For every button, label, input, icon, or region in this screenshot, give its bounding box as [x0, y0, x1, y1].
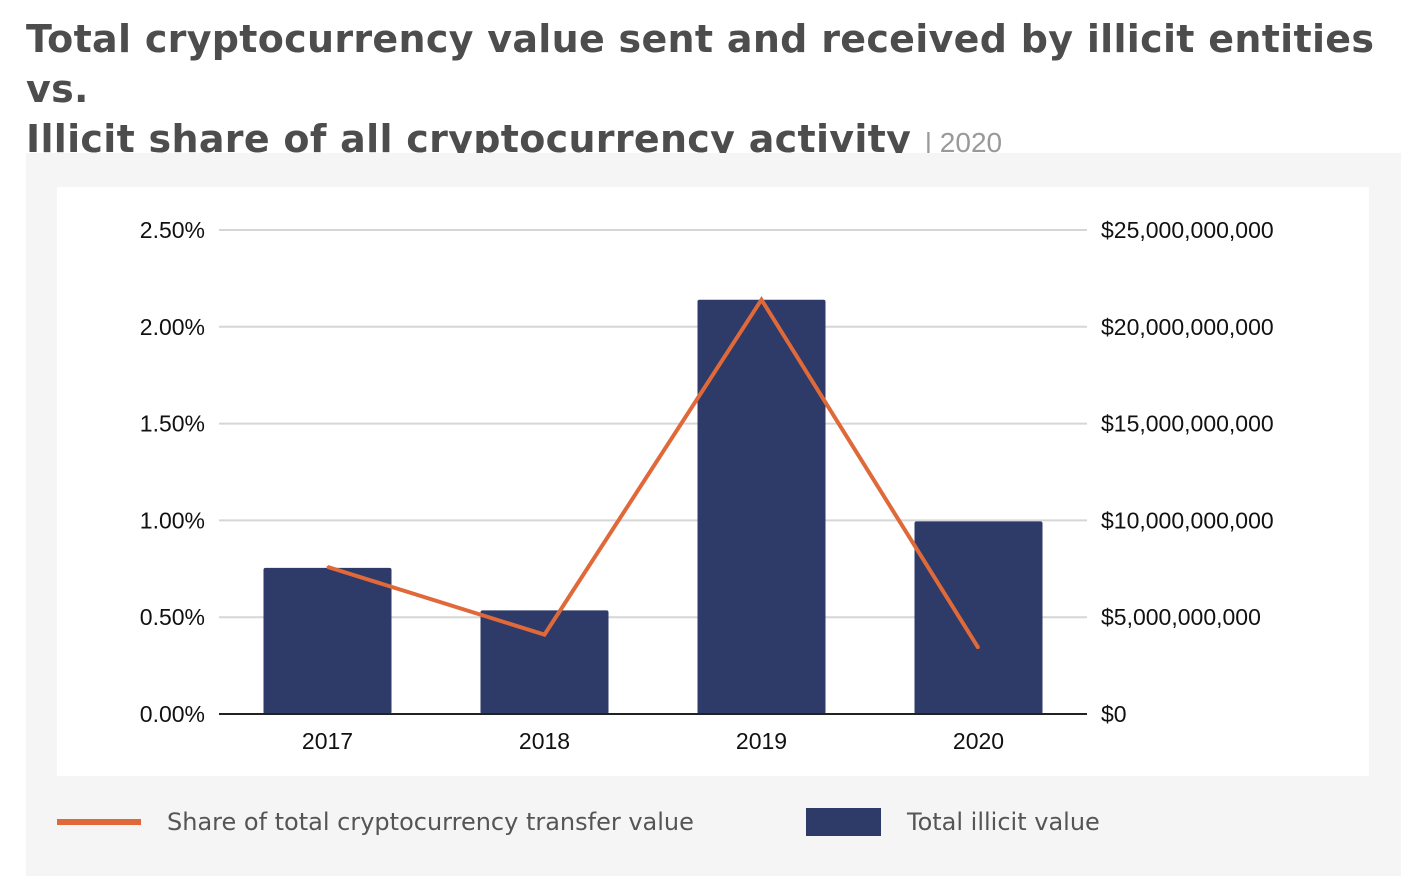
y-left-tick-label: 0.00% — [140, 701, 205, 727]
bar-2018 — [480, 610, 609, 714]
x-tick-label: 2017 — [302, 728, 353, 754]
y-right-tick-label: $15,000,000,000 — [1101, 411, 1274, 437]
y-left-tick-label: 2.00% — [140, 314, 205, 340]
title-year: | 2020 — [924, 127, 1003, 158]
y-right-tick-label: $25,000,000,000 — [1101, 217, 1274, 243]
share-point-2017 — [326, 565, 329, 568]
share-point-2018 — [543, 633, 546, 636]
x-tick-label: 2020 — [953, 728, 1004, 754]
chart-title: Total cryptocurrency value sent and rece… — [26, 14, 1386, 168]
y-right-tick-label: $20,000,000,000 — [1101, 314, 1274, 340]
legend-bar-swatch — [806, 808, 881, 836]
bar-2017 — [263, 567, 392, 714]
legend-item-share: Share of total cryptocurrency transfer v… — [57, 804, 694, 840]
combo-chart: 0.00% 0.50% 1.00% 1.50% 2.00% 2.50% $0 $5,000,0… — [140, 217, 1274, 754]
y-right-tick-label: $5,000,000,000 — [1101, 604, 1261, 630]
legend-line-label: Share of total cryptocurrency transfer v… — [167, 808, 694, 836]
legend-line-swatch — [57, 819, 141, 825]
bar-2019 — [697, 299, 826, 714]
legend-bar-label: Total illicit value — [907, 808, 1100, 836]
title-line-1: Total cryptocurrency value sent and rece… — [26, 17, 1375, 111]
share-line — [326, 295, 981, 650]
plot-area: 0.00% 0.50% 1.00% 1.50% 2.00% 2.50% $0 $5,000,0… — [57, 187, 1369, 776]
y-left-tick-label: 2.50% — [140, 217, 205, 243]
y-right-tick-label: $0 — [1101, 701, 1127, 727]
legend-item-illicit-value: Total illicit value — [806, 804, 1100, 840]
y-left-tick-label: 1.00% — [140, 507, 205, 533]
y-left-tick-label: 1.50% — [140, 411, 205, 437]
x-tick-label: 2018 — [519, 728, 570, 754]
x-tick-label: 2019 — [736, 728, 787, 754]
y-left-tick-label: 0.50% — [140, 604, 205, 630]
share-point-2020 — [977, 647, 980, 650]
share-point-2019 — [760, 298, 763, 301]
bar-2020 — [914, 521, 1043, 714]
y-right-tick-label: $10,000,000,000 — [1101, 507, 1274, 533]
